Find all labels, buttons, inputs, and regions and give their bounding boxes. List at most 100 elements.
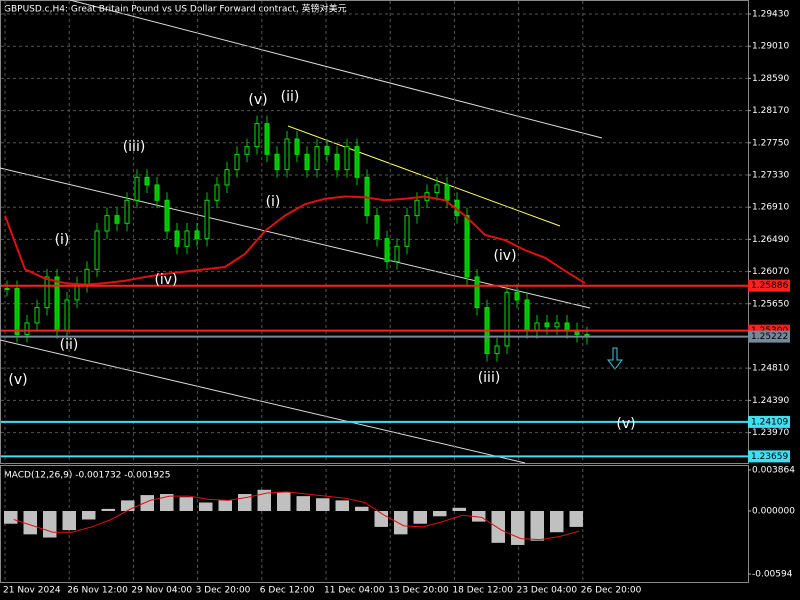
macd-signal [13,491,580,541]
wave-label: (i) [55,232,70,248]
wave-label: (iv) [154,272,177,288]
candle [214,184,220,201]
macd-bar [218,500,232,511]
candle [544,322,550,328]
macd-bar [43,510,57,538]
y-tick-label: 1.29430 [752,10,789,20]
candle [164,199,170,232]
x-tick-label: 26 Nov 12:00 [67,586,128,596]
macd-bar [4,510,18,524]
candle [324,146,330,155]
macd-panel [0,465,749,583]
macd-bar [355,506,369,511]
macd-bar [413,510,427,524]
candle [144,176,150,186]
macd-bar [179,497,193,511]
wave-label: (ii) [60,337,79,353]
candle [384,238,390,263]
candle [444,184,450,201]
candle [64,299,70,332]
price-panel [0,0,749,464]
y-tick-label: 1.24810 [752,364,789,374]
macd-bar [82,510,96,520]
y-tick-label: 1.29010 [752,42,789,52]
wave-label: (iv) [493,248,516,264]
channel-line [69,0,603,139]
down-arrow [606,347,624,370]
candle [124,199,130,224]
candle [74,284,80,301]
candle [204,199,210,240]
level-tag [748,279,790,292]
wave-label: (v) [616,416,635,432]
macd-bar [550,510,564,533]
candle [494,345,500,355]
y-tick-label: 0.000000 [752,506,795,516]
macd-bar [296,496,310,511]
candle [314,146,320,171]
macd-bar [511,510,525,545]
macd-bar [199,502,213,511]
macd-bar [530,510,544,541]
candle [14,287,20,335]
trendlines [0,0,624,464]
candle [474,276,480,309]
x-tick-label: 18 Dec 12:00 [452,586,513,596]
candle [234,153,240,171]
candle [294,138,300,155]
y-tick-label: -0.00594 [752,570,793,580]
y-tick-label: 1.26910 [752,203,789,213]
y-tick-label: 1.24390 [752,396,789,406]
wave-label: (v) [248,92,267,108]
wave-label: (iii) [478,370,501,386]
candle [304,153,310,171]
candle [464,215,470,278]
candle [414,199,420,217]
candle [534,322,540,332]
y-tick-label: 1.27330 [752,171,789,181]
y-tick-label: 0.003864 [752,465,795,475]
candle [244,146,250,155]
candle [404,215,410,247]
y-tick-label: 1.27750 [752,138,789,148]
y-tick-label: 1.26070 [752,267,789,277]
chart-title: GBPUSD.c,H4: Great Britain Pound vs US D… [4,3,347,15]
macd-label: MACD(12,26,9) -0.001732 -0.001925 [4,471,170,481]
candle [114,215,120,224]
x-tick-label: 13 Dec 20:00 [388,586,449,596]
candle [514,291,520,301]
x-tick-label: 6 Dec 12:00 [260,586,315,596]
candle [194,230,200,240]
level-tag [748,415,790,428]
x-tick-label: 21 Nov 2024 [3,586,61,596]
macd-bar [316,498,330,511]
macd-bar [394,510,408,535]
candle [554,322,560,328]
candle [284,138,290,171]
macd-bar [62,510,76,531]
level-label: 1.25886 [751,281,788,291]
wave-label: (i) [266,194,281,210]
macd-bar [491,510,505,543]
candle [174,230,180,247]
moving-average [4,195,586,286]
macd-bar [452,507,466,511]
level-label: 1.23659 [751,452,788,462]
macd-bar [140,495,154,511]
candle [24,322,30,335]
macd-bar [277,491,291,511]
candle [134,176,140,201]
candle [394,245,400,263]
candle [184,230,190,247]
macd-bar [433,510,447,517]
channel-line [0,167,591,309]
wave-label: (v) [8,372,27,388]
macd-bar [335,500,349,511]
level-label: 1.24109 [751,417,788,427]
candle [374,215,380,240]
candle [224,169,230,186]
macd-bar [569,510,583,527]
wave-label: (ii) [281,89,300,105]
